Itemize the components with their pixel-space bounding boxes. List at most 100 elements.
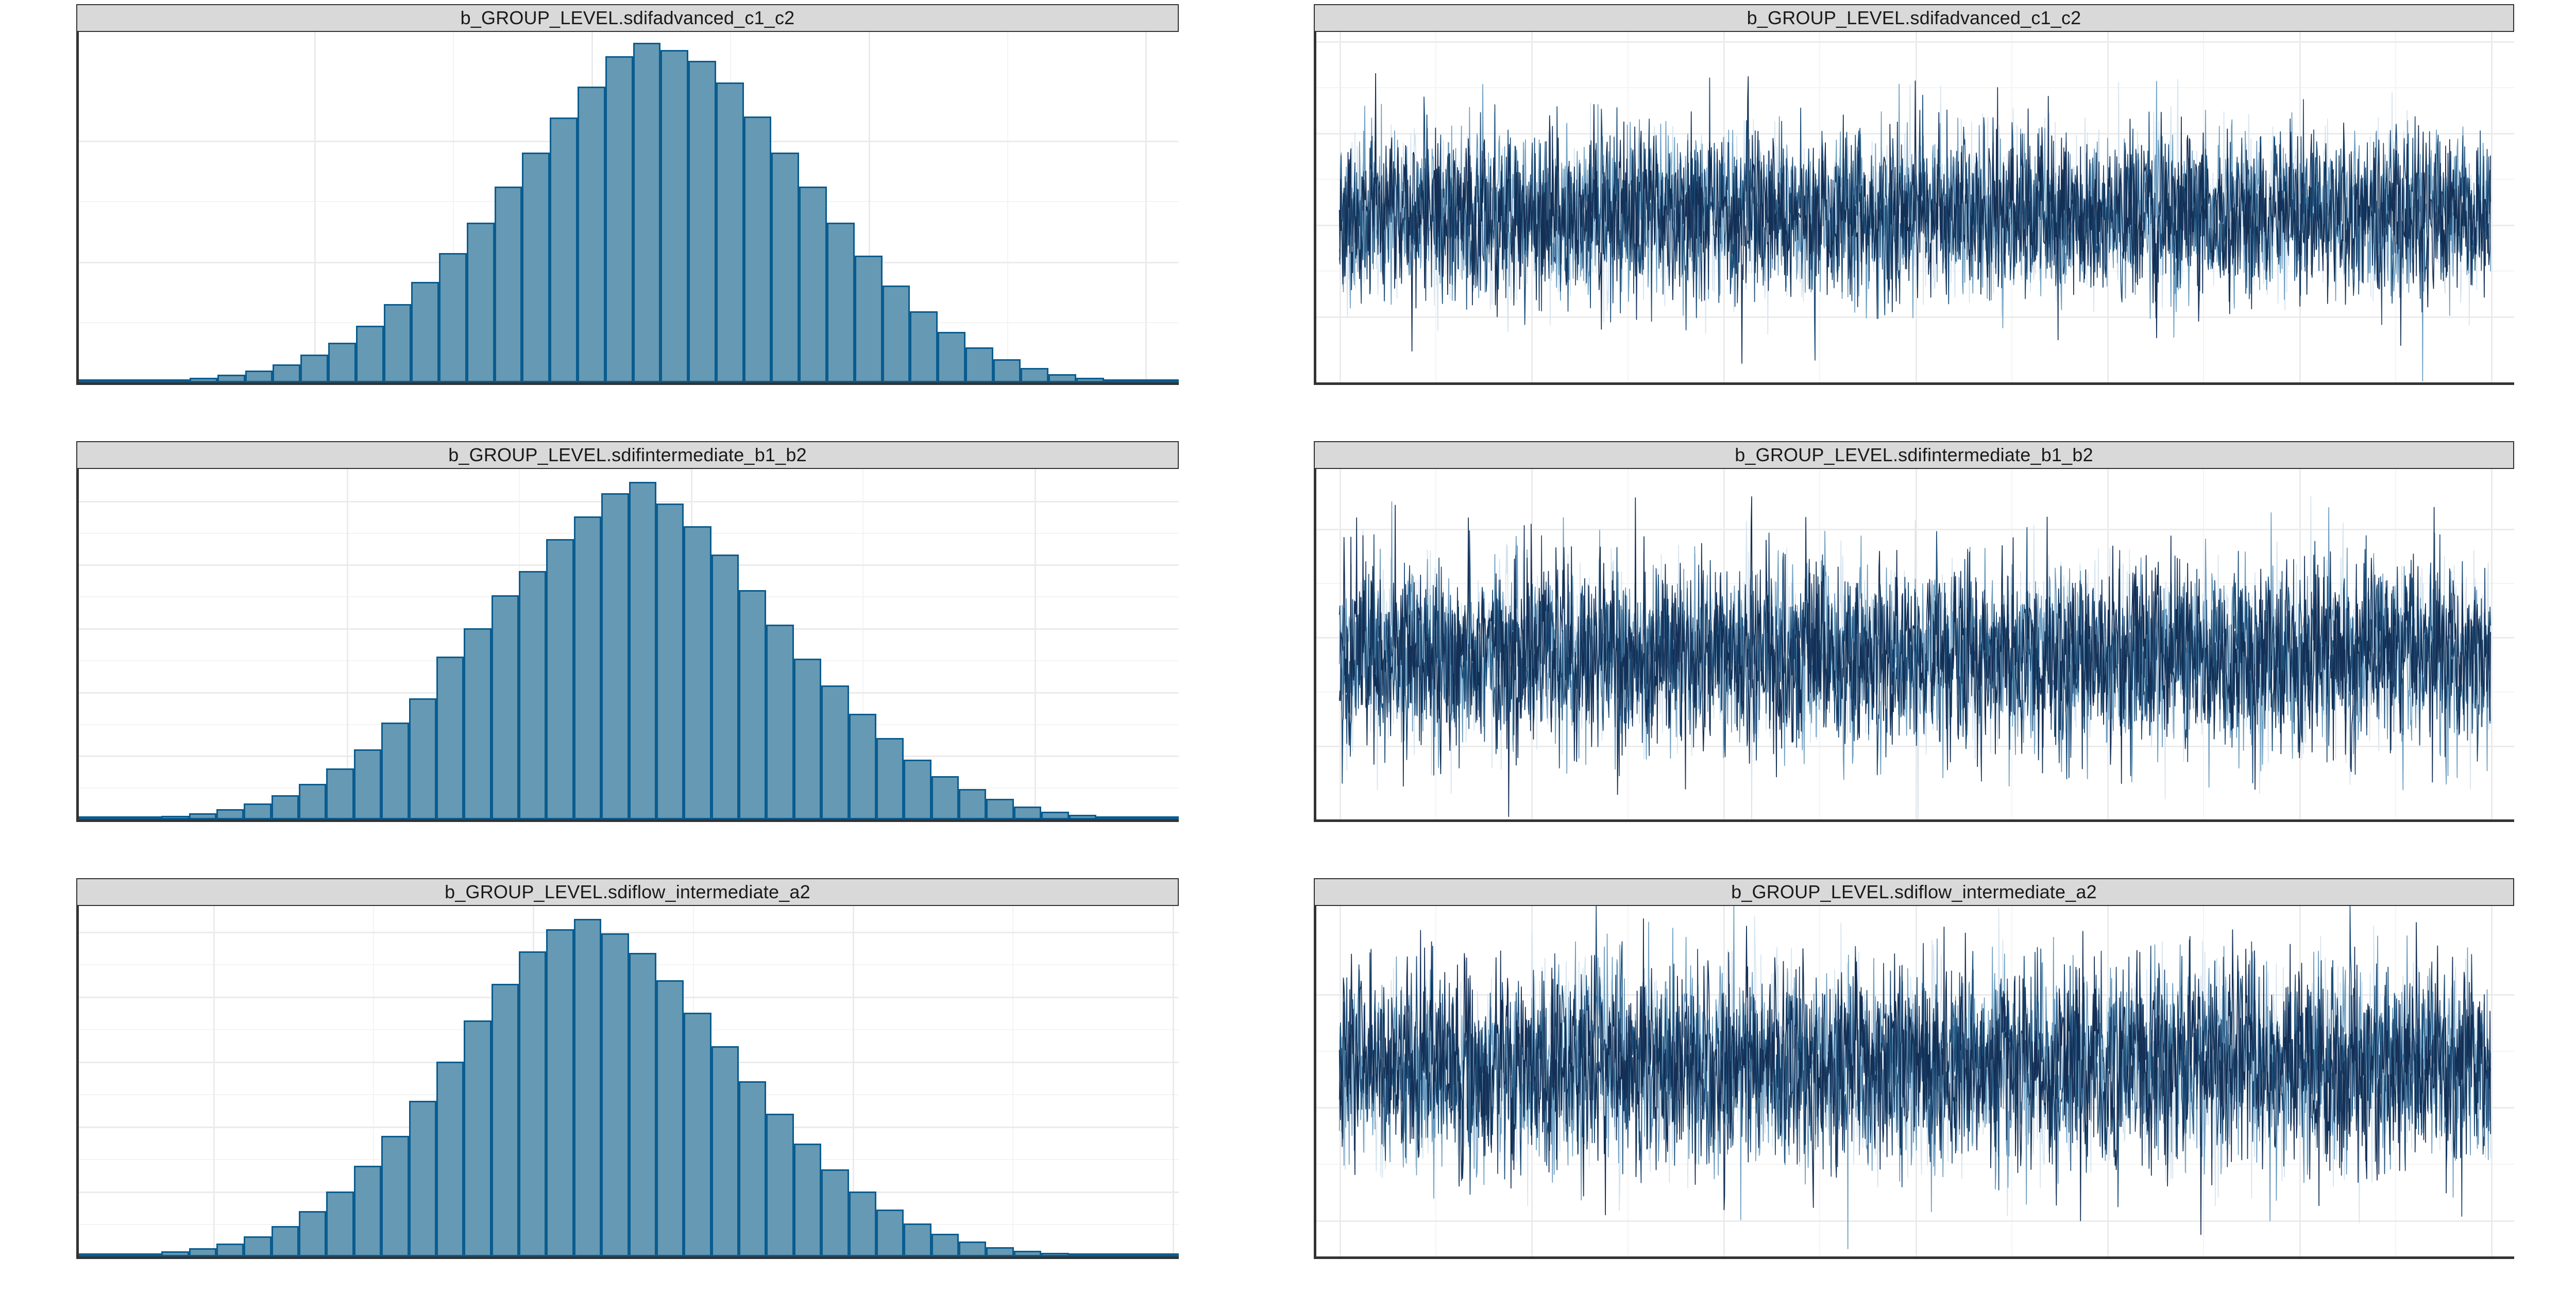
histogram-bar — [573, 919, 602, 1256]
histogram-bar — [439, 253, 467, 382]
x-tick-mark — [1916, 1256, 1918, 1259]
histogram-bar — [133, 1253, 162, 1256]
x-tick-mark — [347, 819, 349, 822]
histogram-bar — [931, 1233, 959, 1256]
plot-area-trace-row2: 0100020003000400050006000-101 — [1314, 469, 2514, 822]
plot-area-hist-row2: -10105001000150020002500 — [76, 469, 1179, 822]
strip-hist-row3: b_GROUP_LEVEL.sdiflow_intermediate_a2 — [76, 878, 1179, 906]
x-tick-mark — [1916, 382, 1918, 385]
histogram-bar — [766, 1113, 794, 1256]
y-tick-mark — [76, 262, 79, 264]
histogram-bar — [106, 816, 134, 819]
y-tick-mark — [76, 932, 79, 934]
histogram-bar — [494, 187, 522, 382]
gridline-major-v — [1172, 906, 1174, 1256]
histogram-bar — [959, 788, 987, 819]
histogram-bar — [436, 656, 464, 819]
histogram-bar — [1076, 377, 1104, 382]
histogram-bar — [799, 187, 827, 382]
histogram-bar — [688, 61, 716, 382]
y-tick-mark — [76, 1127, 79, 1129]
gridline-major-v — [1034, 469, 1036, 819]
histogram-bar — [328, 342, 356, 382]
histogram-bar — [299, 1211, 327, 1256]
histogram-bar — [1124, 1253, 1151, 1256]
gridline-minor-v — [1007, 32, 1008, 382]
histogram-bar — [1021, 367, 1049, 382]
histogram-bar — [1069, 815, 1096, 819]
histogram-bar — [244, 1236, 272, 1256]
gridline-major-h — [79, 1256, 1179, 1258]
histogram-bar — [656, 980, 684, 1256]
plot-area-hist-row1: -1012010002000 — [76, 32, 1179, 385]
x-tick-mark — [591, 382, 594, 385]
histogram-bar — [711, 1046, 739, 1256]
x-tick-mark — [2299, 382, 2301, 385]
y-tick-mark — [76, 501, 79, 503]
histogram-bar — [743, 116, 772, 382]
histogram-bar — [409, 1100, 436, 1256]
histogram-bar — [771, 153, 800, 382]
histogram-bar — [106, 379, 134, 382]
x-tick-mark — [1035, 819, 1037, 822]
histogram-bar — [436, 1062, 464, 1256]
histogram-bar — [245, 370, 273, 382]
x-tick-mark — [2107, 1256, 2109, 1259]
x-tick-mark — [1531, 819, 1533, 822]
gridline-major-v — [852, 906, 854, 1256]
trace-line-chain-1 — [1338, 73, 2492, 364]
x-tick-mark — [691, 819, 693, 822]
x-tick-mark — [1531, 382, 1533, 385]
y-tick-mark — [76, 819, 79, 821]
x-tick-mark — [314, 382, 316, 385]
y-tick-mark — [76, 564, 79, 566]
histogram-bar — [271, 1226, 299, 1256]
histogram-bar — [821, 685, 849, 819]
x-tick-mark — [1723, 382, 1725, 385]
x-tick-mark — [213, 1256, 215, 1259]
histogram-bar — [216, 1243, 244, 1256]
histogram-bar — [326, 1191, 354, 1256]
histogram-bar — [605, 56, 633, 382]
x-tick-mark — [1173, 1256, 1175, 1259]
histogram-bar — [1013, 807, 1042, 819]
histogram-bar — [882, 286, 910, 382]
histogram-bar — [601, 933, 629, 1256]
histogram-bar — [904, 1223, 931, 1256]
histogram-bar — [353, 749, 382, 819]
histogram-bar — [326, 768, 354, 819]
strip-label: b_GROUP_LEVEL.sdifadvanced_c1_c2 — [1747, 7, 2081, 28]
histogram-bar — [1151, 816, 1179, 819]
x-tick-mark — [1531, 1256, 1533, 1259]
y-tick-mark — [76, 756, 79, 758]
histogram-bar — [271, 795, 299, 819]
histogram-bar — [522, 153, 550, 382]
histogram-bar — [986, 799, 1014, 819]
x-tick-mark — [2491, 382, 2493, 385]
gridline-major-h — [1316, 745, 2514, 747]
x-tick-mark — [1340, 819, 1342, 822]
histogram-bar — [216, 809, 244, 819]
plot-area-trace-row3: 0100020003000400050006000-2-10 — [1314, 906, 2514, 1259]
histogram-bar — [601, 493, 629, 819]
histogram-bar — [578, 86, 605, 382]
histogram-bar — [466, 223, 495, 382]
x-tick-mark — [2107, 382, 2109, 385]
histogram-bar — [190, 377, 217, 382]
y-tick-mark — [76, 382, 79, 384]
histogram-bar — [684, 526, 711, 819]
trace-line-chain-1 — [1338, 918, 2492, 1235]
histogram-bar — [491, 984, 519, 1256]
gridline-minor-v — [862, 469, 864, 819]
gridline-major-h — [79, 382, 1179, 384]
x-tick-mark — [533, 1256, 535, 1259]
x-tick-mark — [1723, 1256, 1725, 1259]
histogram-bar — [161, 1251, 189, 1256]
strip-label: b_GROUP_LEVEL.sdifintermediate_b1_b2 — [448, 444, 807, 465]
x-tick-mark — [2299, 819, 2301, 822]
y-tick-mark — [76, 628, 79, 630]
y-tick-mark — [76, 1062, 79, 1064]
gridline-major-v — [213, 906, 215, 1256]
x-tick-mark — [869, 382, 871, 385]
